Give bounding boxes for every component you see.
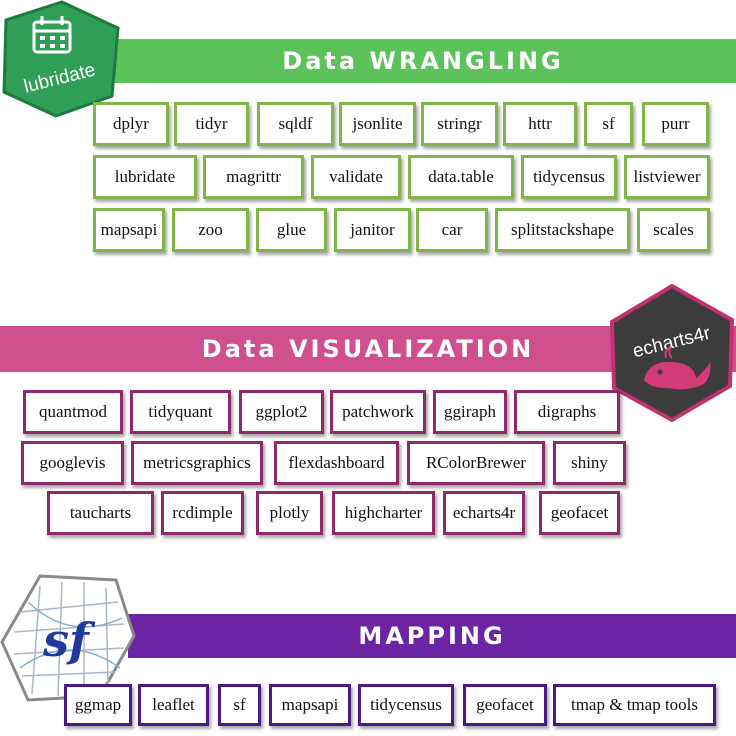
package-box: tidycensus xyxy=(521,155,617,199)
package-box: lubridate xyxy=(93,155,197,199)
package-box: purr xyxy=(642,102,709,146)
package-box: tmap & tmap tools xyxy=(553,684,716,726)
package-box: validate xyxy=(311,155,401,199)
package-box: tidyr xyxy=(174,102,249,146)
package-box: geofacet xyxy=(539,491,620,535)
package-box: mapsapi xyxy=(269,684,351,726)
package-box: data.table xyxy=(408,155,514,199)
package-box: digraphs xyxy=(514,390,620,434)
package-box: RColorBrewer xyxy=(407,441,545,485)
package-box: googlevis xyxy=(21,441,124,485)
package-box: stringr xyxy=(421,102,498,146)
package-box: glue xyxy=(256,208,327,252)
package-box: quantmod xyxy=(23,390,123,434)
package-box: sf xyxy=(584,102,633,146)
package-box: leaflet xyxy=(138,684,209,726)
package-box: patchwork xyxy=(330,390,426,434)
package-box: echarts4r xyxy=(443,491,525,535)
package-box: janitor xyxy=(334,208,411,252)
package-box: sf xyxy=(218,684,261,726)
sf-grid-icon xyxy=(13,581,125,697)
package-box: mapsapi xyxy=(93,208,165,252)
sf-logo: sf xyxy=(0,574,136,702)
package-box: magrittr xyxy=(203,155,304,199)
sf-logo-text: sf xyxy=(42,613,96,667)
package-box: httr xyxy=(503,102,577,146)
package-box: tidyquant xyxy=(130,390,231,434)
package-box: splitstackshape xyxy=(495,208,630,252)
wrangling-banner: Data WRANGLING xyxy=(110,39,736,83)
package-box: dplyr xyxy=(93,102,169,146)
package-box: listviewer xyxy=(624,155,710,199)
package-box: metricsgraphics xyxy=(131,441,263,485)
package-box: car xyxy=(416,208,488,252)
lubridate-logo: lubridate xyxy=(2,0,120,118)
package-box: tidycensus xyxy=(358,684,454,726)
echarts4r-logo: echarts4r xyxy=(609,284,735,423)
calendar-icon xyxy=(32,16,72,54)
package-box: shiny xyxy=(553,441,626,485)
package-box: rcdimple xyxy=(161,491,244,535)
package-box: ggmap xyxy=(64,684,132,726)
mapping-banner: MAPPING xyxy=(128,614,736,658)
package-box: ggiraph xyxy=(433,390,507,434)
package-box: plotly xyxy=(256,491,323,535)
package-box: ggplot2 xyxy=(239,390,324,434)
package-box: jsonlite xyxy=(339,102,416,146)
package-box: sqldf xyxy=(257,102,334,146)
package-box: flexdashboard xyxy=(274,441,399,485)
package-box: scales xyxy=(637,208,710,252)
package-box: taucharts xyxy=(47,491,154,535)
whale-icon xyxy=(644,346,711,390)
package-box: geofacet xyxy=(463,684,547,726)
package-box: zoo xyxy=(172,208,249,252)
package-box: highcharter xyxy=(332,491,435,535)
